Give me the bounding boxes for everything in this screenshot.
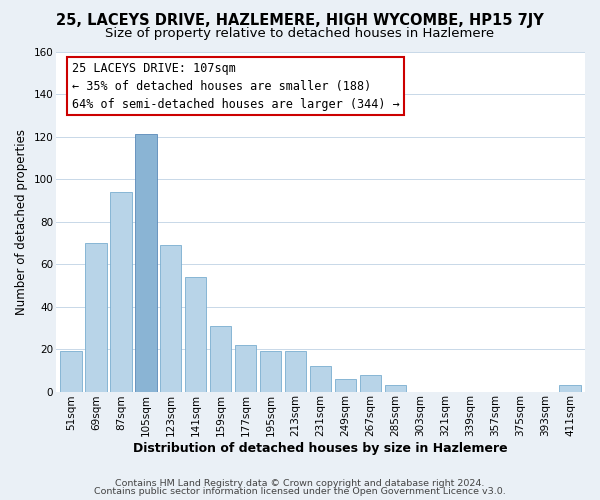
Bar — [135, 134, 157, 392]
Text: 25 LACEYS DRIVE: 107sqm
← 35% of detached houses are smaller (188)
64% of semi-d: 25 LACEYS DRIVE: 107sqm ← 35% of detache… — [72, 62, 400, 110]
Bar — [160, 245, 181, 392]
Bar — [235, 345, 256, 392]
Text: Contains public sector information licensed under the Open Government Licence v3: Contains public sector information licen… — [94, 487, 506, 496]
Bar — [210, 326, 232, 392]
Text: Contains HM Land Registry data © Crown copyright and database right 2024.: Contains HM Land Registry data © Crown c… — [115, 478, 485, 488]
Bar — [285, 351, 306, 392]
Bar — [385, 385, 406, 392]
Bar — [260, 351, 281, 392]
Bar — [85, 243, 107, 392]
Y-axis label: Number of detached properties: Number of detached properties — [15, 128, 28, 314]
Bar — [310, 366, 331, 392]
Bar — [110, 192, 131, 392]
Text: 25, LACEYS DRIVE, HAZLEMERE, HIGH WYCOMBE, HP15 7JY: 25, LACEYS DRIVE, HAZLEMERE, HIGH WYCOMB… — [56, 12, 544, 28]
Bar — [559, 385, 581, 392]
Bar — [335, 379, 356, 392]
Bar — [61, 351, 82, 392]
Text: Size of property relative to detached houses in Hazlemere: Size of property relative to detached ho… — [106, 28, 494, 40]
Bar — [360, 374, 381, 392]
X-axis label: Distribution of detached houses by size in Hazlemere: Distribution of detached houses by size … — [133, 442, 508, 455]
Bar — [185, 277, 206, 392]
